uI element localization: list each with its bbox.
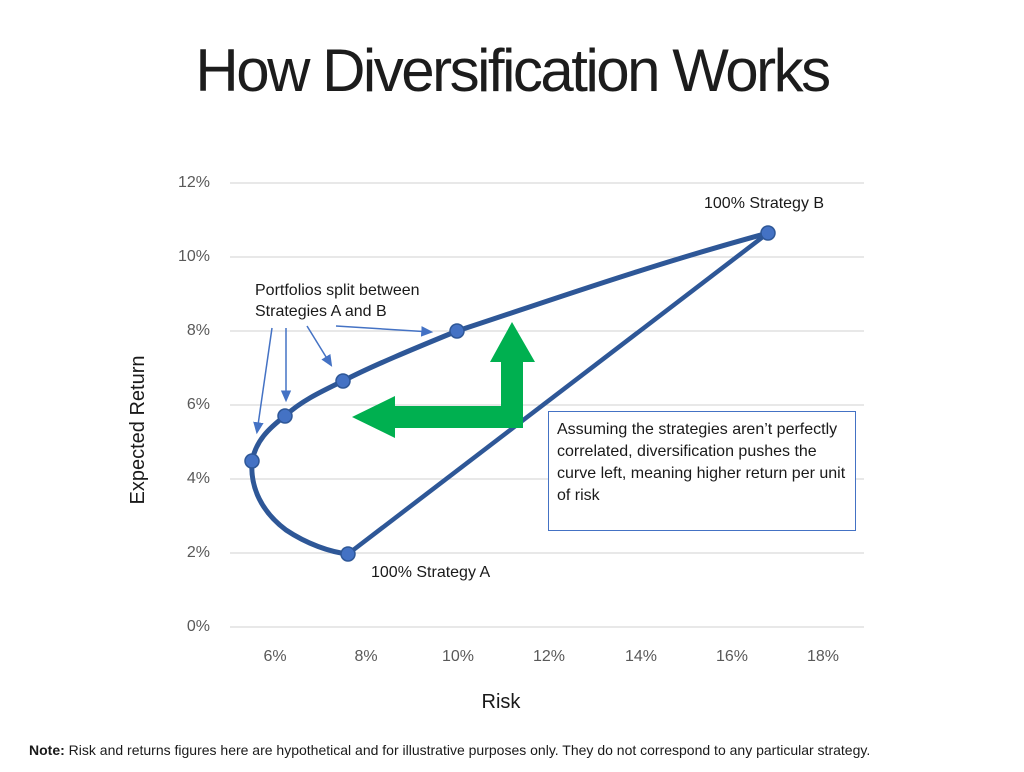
footnote: Note: Risk and returns figures here are … (29, 742, 1009, 758)
strategy-a-label: 100% Strategy A (371, 564, 491, 581)
x-tick-14: 14% (624, 648, 658, 665)
y-tick-4: 4% (186, 470, 210, 487)
x-tick-16: 16% (715, 648, 749, 665)
y-axis-title: Expected Return (127, 355, 149, 505)
x-tick-10: 10% (441, 648, 475, 665)
portfolios-annotation-line1: Portfolios split between (255, 282, 420, 299)
footnote-text: Risk and returns figures here are hypoth… (64, 742, 871, 758)
straight-ab-line (346, 231, 770, 556)
marker-mix-10-8 (449, 323, 465, 339)
portfolio-annotation-arrows (253, 325, 434, 435)
y-tick-12: 12% (177, 174, 210, 191)
portfolios-annotation: Portfolios split between Strategies A an… (255, 280, 420, 322)
green-up-left-arrow (352, 322, 535, 438)
x-tick-6: 6% (263, 648, 287, 665)
y-tick-10: 10% (177, 248, 210, 265)
curve-markers (244, 225, 776, 562)
x-axis-title: Risk (481, 691, 521, 713)
strategy-b-label: 100% Strategy B (704, 195, 825, 212)
footnote-prefix: Note: (29, 742, 65, 758)
callout-box: Assuming the strategies aren’t perfectly… (548, 411, 856, 531)
slide-title: How Diversification Works (195, 37, 831, 104)
y-tick-2: 2% (186, 544, 210, 561)
x-tick-8: 8% (354, 648, 378, 665)
marker-mix-7p5-6p6 (335, 373, 351, 389)
marker-strategy-a (340, 546, 356, 562)
y-tick-8: 8% (186, 322, 210, 339)
marker-strategy-b (760, 225, 776, 241)
diversification-curve (249, 230, 771, 557)
y-tick-0: 0% (186, 618, 210, 635)
gridlines (230, 182, 864, 628)
x-tick-12: 12% (532, 648, 566, 665)
marker-mix-5p5-4p5 (244, 453, 260, 469)
x-tick-18: 18% (806, 648, 840, 665)
portfolios-annotation-line2: Strategies A and B (255, 303, 387, 320)
marker-mix-6p2-5p7 (277, 408, 293, 424)
y-tick-6: 6% (186, 396, 210, 413)
